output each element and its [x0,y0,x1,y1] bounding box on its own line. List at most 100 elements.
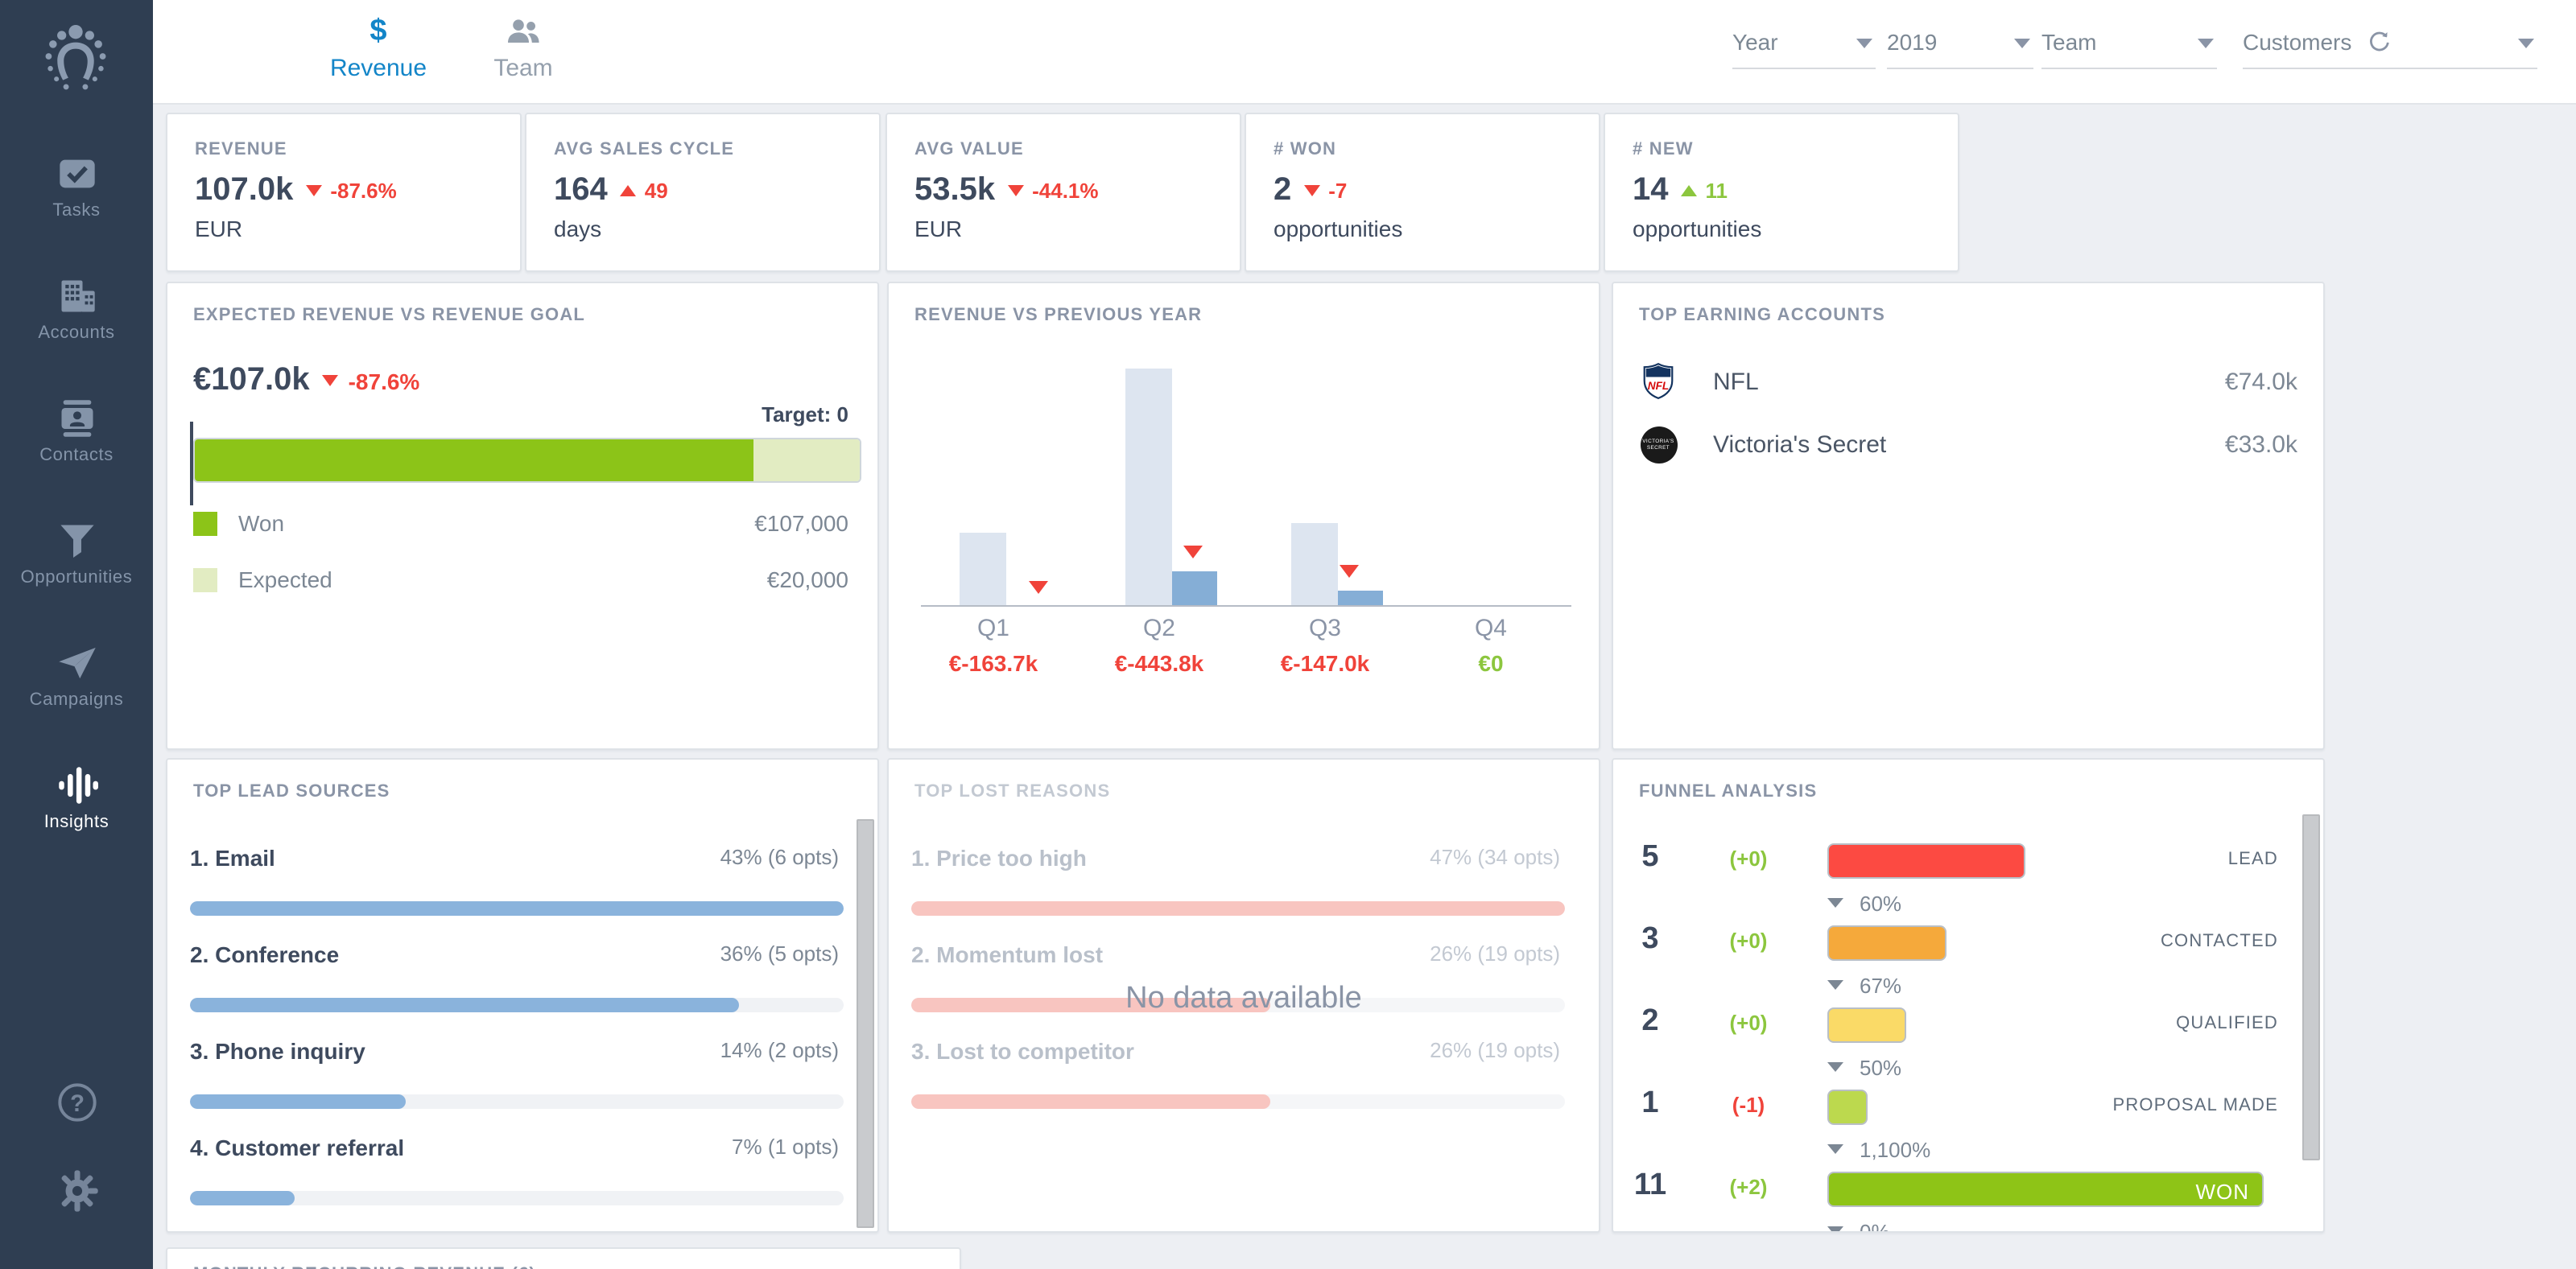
panel-scrollbar[interactable] [2302,814,2320,1160]
x-tick-label: Q2 [1142,615,1175,642]
stage-count: 3 [1641,922,1659,956]
help-button[interactable]: ? [0,1082,153,1131]
trend-up-icon [620,185,637,196]
select-value: Team [2041,29,2097,55]
panel-title: MONTHLY RECURRING REVENUE (€) [193,1265,536,1269]
conversion-pct: 67% [1860,973,1902,997]
sidebar-item-opportunities[interactable]: Opportunities [0,520,153,587]
sidebar-item-label: Accounts [38,323,115,343]
no-data-overlay: No data available [1125,982,1362,1016]
stage-delta: (+0) [1729,847,1768,871]
bar-prev-q2 [1125,369,1171,607]
lead-source-label: 4. Customer referral [190,1135,405,1160]
funnel-stage-qualified: 2 (+0) QUALIFIED [1613,1004,2323,1046]
legend-value: €107,000 [754,510,848,536]
help-icon: ? [57,1083,96,1122]
sidebar-item-accounts[interactable]: Accounts [0,275,153,343]
caret-down-icon [1827,980,1843,990]
chevron-down-icon [2198,39,2214,48]
lost-reason-stat: 26% (19 opts) [1430,1038,1560,1062]
sidebar-item-label: Contacts [39,446,114,465]
kpi-delta: 11 [1705,179,1728,203]
select-value: Customers [2243,29,2352,55]
team-icon [508,19,539,43]
kpi-label: AVG VALUE [914,140,1024,159]
stage-delta: (-1) [1732,1093,1765,1117]
bar-diff-value: €-147.0k [1280,650,1370,676]
sidebar-item-contacts[interactable]: Contacts [0,398,153,465]
lead-source-label: 1. Email [190,845,275,871]
trend-down-icon [306,185,323,196]
stage-count: 1 [1641,1086,1659,1120]
period-type-select[interactable]: Year [1732,23,1876,69]
conversion-pct: 1,100% [1860,1137,1931,1161]
kpi-delta: -87.6% [330,179,397,203]
funnel-stage-won: 11 (+2) WON [1613,1168,2323,1210]
team-select[interactable]: Team [2041,23,2217,69]
lead-source-item: 4. Customer referral 7% (1 opts) [190,1135,839,1160]
settings-button[interactable] [0,1168,153,1222]
kpi-value: 164 [554,172,608,208]
bar-diff-value: €-163.7k [948,650,1038,676]
tasks-icon [59,159,94,188]
caret-down-icon [1827,898,1843,908]
account-row-nfl[interactable]: NFL NFL €74.0k [1639,357,2297,406]
panel-title: EXPECTED REVENUE VS REVENUE GOAL [193,306,586,325]
refresh-icon[interactable] [2368,31,2391,53]
lead-source-item: 2. Conference 36% (5 opts) [190,941,839,967]
lost-reason-bar [911,1094,1565,1109]
bar-curr-q2 [1171,571,1217,607]
kpi-card-won: # WON 2 -7 opportunities [1245,113,1600,272]
lead-source-item: 1. Email 43% (6 opts) [190,845,839,871]
svg-text:?: ? [69,1091,84,1117]
trend-down-icon [1008,185,1025,196]
lead-source-stat: 7% (1 opts) [732,1135,839,1159]
x-axis-line [921,605,1571,607]
legend-label: Expected [238,567,332,592]
target-marker-icon [1183,546,1203,558]
sidebar: Tasks Accounts Contacts Opportunities Ca… [0,0,153,1269]
account-row-victorias-secret[interactable]: VICTORIA'S SECRET Victoria's Secret €33.0… [1639,420,2297,468]
lost-reason-bar [911,901,1565,916]
panel-top-lead-sources: TOP LEAD SOURCES 1. Email 43% (6 opts) 2.… [166,758,879,1233]
svg-text:NFL: NFL [1648,380,1670,392]
stage-label: QUALIFIED [2176,1014,2278,1033]
sidebar-item-tasks[interactable]: Tasks [0,153,153,220]
bar-diff-value: €0 [1478,650,1504,676]
chevron-down-icon [2014,39,2030,48]
trend-up-icon [1681,185,1698,196]
lost-reason-bar [911,998,1565,1012]
bar-fill [911,1094,1271,1109]
kpi-unit: EUR [914,216,963,241]
kpi-unit: EUR [195,216,243,241]
lost-reason-item: 3. Lost to competitor 26% (19 opts) [911,1038,1560,1064]
kpi-delta: 49 [644,179,668,203]
tab-revenue[interactable]: $ Revenue [314,13,443,82]
tab-team[interactable]: Team [459,13,588,82]
sidebar-item-insights[interactable]: Insights [0,764,153,832]
panel-revenue-vs-previous-year: REVENUE VS PREVIOUS YEAR Q1 Q2 Q3 Q4 €-1… [887,282,1600,750]
sidebar-item-campaigns[interactable]: Campaigns [0,642,153,710]
bar-diff-value: €-443.8k [1114,650,1204,676]
panel-title: REVENUE VS PREVIOUS YEAR [914,306,1203,325]
kpi-value: 53.5k [914,172,996,208]
won-bar-label: WON [2195,1180,2249,1204]
panel-top-lost-reasons: TOP LOST REASONS 1. Price too high 47% (3… [887,758,1600,1233]
pipeline-select[interactable]: Customers [2243,23,2537,69]
kpi-label: REVENUE [195,140,287,159]
stage-count: 2 [1641,1004,1659,1038]
app-logo-icon[interactable] [34,14,118,98]
stage-bar [1827,1007,1906,1043]
panel-funnel-analysis: FUNNEL ANALYSIS 5 (+0) LEAD 60% 3 (+0) C… [1612,758,2325,1233]
kpi-unit: opportunities [1633,216,1762,241]
topbar: $ Revenue Team Year 2019 Team Customers [153,0,2576,105]
panel-scrollbar[interactable] [857,819,874,1228]
year-select[interactable]: 2019 [1887,23,2033,69]
account-name: NFL [1713,368,1759,395]
tab-label: Team [493,55,553,82]
stage-label: CONTACTED [2160,932,2278,951]
lost-reason-label: 2. Momentum lost [911,941,1104,967]
bar-curr-q3 [1337,591,1383,607]
goal-bar-expected-segment [753,439,860,481]
lost-reason-stat: 26% (19 opts) [1430,941,1560,966]
